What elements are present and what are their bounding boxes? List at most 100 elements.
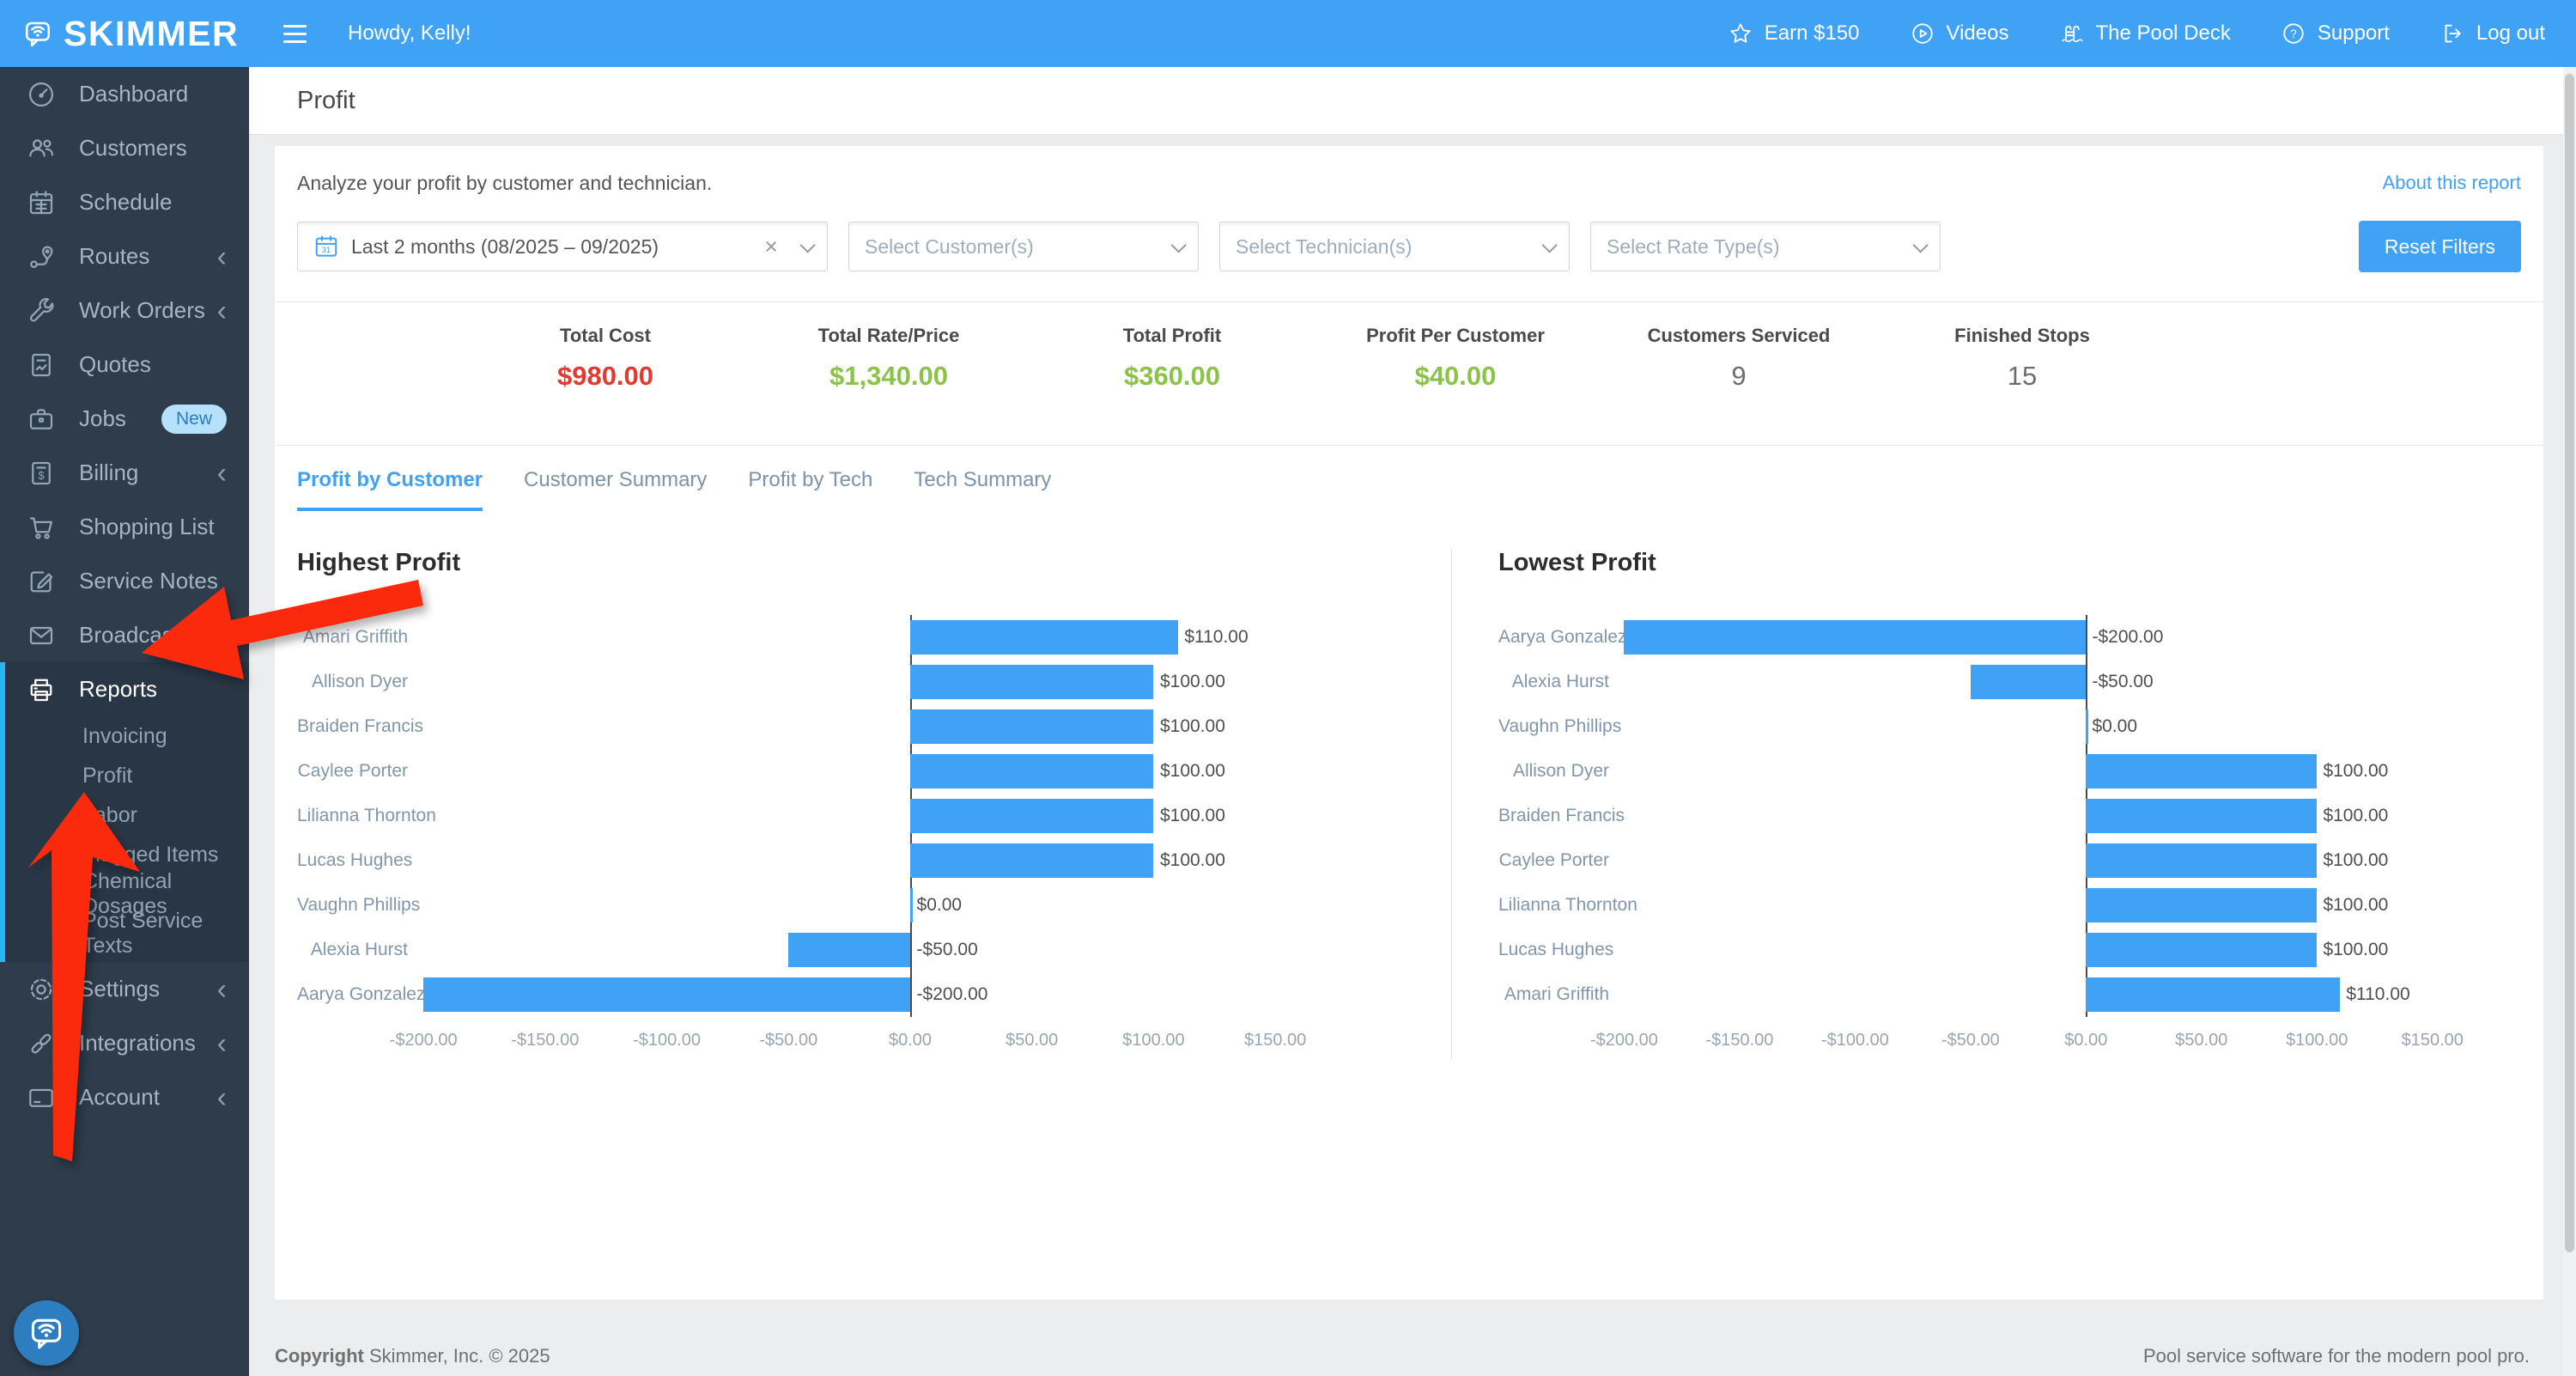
sidebar-item-jobs[interactable]: Jobs New bbox=[0, 392, 249, 446]
chevron-down-icon bbox=[799, 236, 816, 253]
sidebar-subitem-post-service-texts[interactable]: Post Service Texts bbox=[82, 909, 204, 958]
x-tick-label: $150.00 bbox=[2401, 1031, 2464, 1050]
bar-row: -$50.00 bbox=[411, 928, 1336, 972]
about-this-report-link[interactable]: About this report bbox=[2382, 172, 2521, 193]
bar-row: $0.00 bbox=[1613, 704, 2490, 749]
new-badge: New bbox=[161, 404, 227, 434]
chat-widget-button[interactable] bbox=[14, 1300, 79, 1366]
sidebar-item-schedule[interactable]: Schedule bbox=[0, 175, 249, 229]
sidebar-item-shopping-list[interactable]: Shopping List bbox=[0, 500, 249, 554]
greeting-text: Howdy, Kelly! bbox=[348, 21, 471, 45]
tab-profit-by-customer[interactable]: Profit by Customer bbox=[297, 468, 483, 511]
work-orders-icon bbox=[26, 295, 57, 326]
sidebar-item-customers[interactable]: Customers bbox=[0, 121, 249, 175]
bar-value-label: $100.00 bbox=[1159, 716, 1225, 736]
tab-customer-summary[interactable]: Customer Summary bbox=[524, 468, 708, 491]
bar-value-label: $0.00 bbox=[2092, 716, 2138, 736]
bar bbox=[1624, 620, 2087, 655]
sidebar-item-billing[interactable]: $ Billing ‹ bbox=[0, 446, 249, 500]
sidebar-item-reports[interactable]: Reports bbox=[5, 662, 249, 716]
topnav-support[interactable]: ? Support bbox=[2281, 21, 2390, 46]
bar bbox=[910, 709, 1154, 744]
sidebar-item-broadcast-emails[interactable]: Broadcast Emails bbox=[0, 608, 252, 662]
sidebar-item-routes[interactable]: Routes ‹ bbox=[0, 229, 249, 283]
shopping-list-icon bbox=[26, 512, 57, 543]
category-label: Braiden Francis bbox=[1498, 806, 1625, 825]
x-tick-label: $50.00 bbox=[2175, 1031, 2228, 1050]
sidebar-item-label: Work Orders bbox=[79, 297, 205, 323]
stat-value: 15 bbox=[2007, 361, 2038, 391]
plot-area: -$200.00 -$50.00 $0.00 $100.00 $100.00 $100.0… bbox=[1613, 615, 2490, 1017]
category-label: Lucas Hughes bbox=[1498, 940, 1614, 959]
category-label: Vaughn Phillips bbox=[297, 895, 421, 915]
stat-value: $40.00 bbox=[1414, 361, 1497, 391]
service-notes-icon bbox=[26, 566, 57, 597]
scrollbar-thumb[interactable] bbox=[2565, 74, 2574, 1252]
topnav-pool-deck[interactable]: The Pool Deck bbox=[2058, 21, 2231, 46]
report-tabs: Profit by Customer Customer Summary Profit… bbox=[297, 468, 2521, 511]
bar-value-label: $100.00 bbox=[1159, 672, 1225, 691]
topnav-videos[interactable]: Videos bbox=[1910, 21, 2008, 46]
sidebar-item-settings[interactable]: Settings ‹ bbox=[0, 962, 249, 1016]
sidebar-item-integrations[interactable]: Integrations ‹ bbox=[0, 1016, 249, 1070]
date-range-filter[interactable]: 31 Last 2 months (08/2025 – 09/2025) × bbox=[297, 222, 828, 271]
bar bbox=[2086, 888, 2318, 922]
sidebar-item-label: Integrations bbox=[79, 1030, 196, 1056]
integrations-icon bbox=[26, 1028, 57, 1059]
chevron-left-icon: ‹ bbox=[216, 1026, 227, 1060]
topnav-earn[interactable]: Earn $150 bbox=[1728, 21, 1860, 46]
sidebar-item-label: Account bbox=[79, 1084, 160, 1110]
rate-type-filter-select[interactable]: Select Rate Type(s) bbox=[1590, 222, 1941, 271]
brand-name: SKIMMER bbox=[64, 13, 240, 53]
chart-title: Highest Profit bbox=[297, 549, 461, 576]
category-label: Allison Dyer bbox=[1512, 761, 1609, 781]
sidebar-item-service-notes[interactable]: Service Notes bbox=[0, 554, 249, 608]
sidebar-item-dashboard[interactable]: Dashboard bbox=[0, 67, 249, 121]
brand-logo[interactable]: SKIMMER bbox=[0, 0, 249, 67]
technician-filter-select[interactable]: Select Technician(s) bbox=[1219, 222, 1570, 271]
broadcast-emails-icon bbox=[26, 620, 57, 651]
x-tick-label: -$50.00 bbox=[1941, 1031, 2000, 1050]
sidebar-item-quotes[interactable]: Quotes bbox=[0, 338, 249, 392]
sidebar-subitem-profit[interactable]: Profit bbox=[82, 763, 133, 788]
stat-total-cost: Total Cost $980.00 bbox=[464, 325, 747, 392]
filter-row: 31 Last 2 months (08/2025 – 09/2025) × S… bbox=[297, 221, 2521, 272]
stat-customers-serviced: Customers Serviced 9 bbox=[1597, 325, 1880, 392]
reset-filters-button[interactable]: Reset Filters bbox=[2358, 221, 2521, 272]
sidebar-item-work-orders[interactable]: Work Orders ‹ bbox=[0, 283, 249, 338]
jobs-icon bbox=[26, 404, 57, 435]
topnav-logout[interactable]: Log out bbox=[2439, 21, 2545, 46]
bar-value-label: $100.00 bbox=[1159, 806, 1225, 825]
sidebar-subitem-invoicing[interactable]: Invoicing bbox=[82, 723, 167, 748]
hamburger-menu-icon[interactable] bbox=[283, 20, 307, 48]
bar-row: $100.00 bbox=[1613, 883, 2490, 928]
bar-value-label: $100.00 bbox=[1159, 761, 1225, 781]
x-tick-label: -$200.00 bbox=[389, 1031, 458, 1050]
bar bbox=[2086, 709, 2089, 744]
tab-profit-by-tech[interactable]: Profit by Tech bbox=[748, 468, 873, 491]
category-label: Aarya Gonzalez bbox=[1498, 627, 1627, 647]
sidebar-item-label: Quotes bbox=[79, 351, 151, 377]
sidebar-item-label: Settings bbox=[79, 976, 160, 1002]
bar-row: -$200.00 bbox=[411, 972, 1336, 1017]
bar bbox=[910, 665, 1154, 699]
tab-tech-summary[interactable]: Tech Summary bbox=[914, 468, 1052, 491]
category-label: Vaughn Phillips bbox=[1498, 716, 1622, 736]
category-label: Lilianna Thornton bbox=[297, 806, 436, 825]
vertical-scrollbar[interactable] bbox=[2563, 67, 2576, 1376]
sidebar-subitem-labor[interactable]: Labor bbox=[82, 802, 137, 827]
bar-row: -$200.00 bbox=[1613, 615, 2490, 660]
clear-date-icon[interactable]: × bbox=[764, 233, 778, 259]
bar-value-label: $100.00 bbox=[1159, 850, 1225, 870]
chevron-down-icon bbox=[1170, 236, 1187, 253]
sidebar-item-label: Schedule bbox=[79, 189, 173, 215]
bar-value-label: -$200.00 bbox=[916, 984, 988, 1004]
bar-value-label: -$50.00 bbox=[916, 940, 978, 959]
bar-row: $0.00 bbox=[411, 883, 1336, 928]
topbar: Howdy, Kelly! Earn $150 Videos The Pool De… bbox=[249, 0, 2576, 67]
sidebar-item-account[interactable]: Account ‹ bbox=[0, 1070, 249, 1124]
customer-filter-select[interactable]: Select Customer(s) bbox=[848, 222, 1199, 271]
x-tick-label: $0.00 bbox=[888, 1031, 933, 1050]
stat-finished-stops: Finished Stops 15 bbox=[1880, 325, 2164, 392]
